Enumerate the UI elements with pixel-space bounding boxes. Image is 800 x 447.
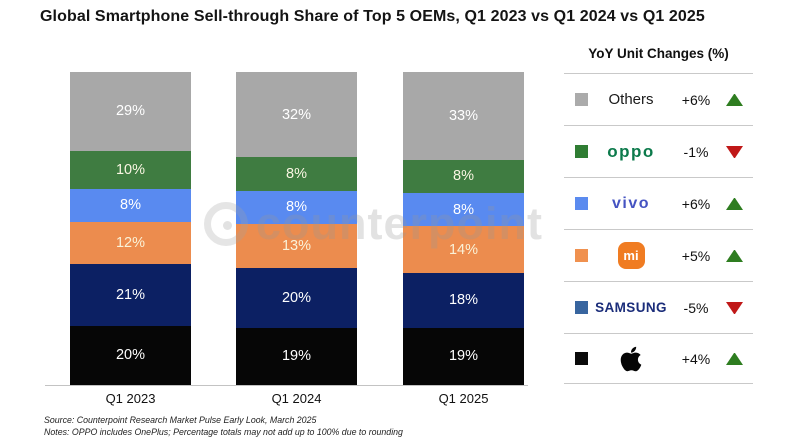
legend-header: YoY Unit Changes (%) xyxy=(588,46,729,61)
samsung-logo: SAMSUNG xyxy=(595,299,667,316)
segment-value-label: 14% xyxy=(448,241,479,258)
trend-up-icon xyxy=(726,93,743,106)
legend-row-others: Others +6% xyxy=(564,73,753,125)
chart-title: Global Smartphone Sell-through Share of … xyxy=(40,8,705,25)
bar-segment-others: 29% xyxy=(70,72,191,151)
x-axis-line xyxy=(45,385,528,386)
bar-segment-apple: 19% xyxy=(236,327,357,385)
x-axis-label: Q1 2023 xyxy=(105,391,156,406)
vivo-logo: vivo xyxy=(611,194,650,212)
bar-segment-xiaomi: 14% xyxy=(403,226,524,273)
trend-up-icon xyxy=(726,249,743,262)
others-label: Others xyxy=(608,91,654,108)
bar-segment-others: 33% xyxy=(403,72,524,160)
segment-value-label: 12% xyxy=(115,235,146,252)
bar-segment-samsung: 21% xyxy=(70,264,191,326)
segment-value-label: 13% xyxy=(281,238,312,255)
segment-value-label: 8% xyxy=(286,199,307,216)
bar-segment-vivo: 8% xyxy=(70,188,191,222)
segment-value-label: 19% xyxy=(448,348,479,365)
segment-value-label: 19% xyxy=(281,348,312,365)
stacked-bar-q1-2025: 33% 8% 8% 14% 18% 19% xyxy=(403,72,524,385)
segment-value-label: 8% xyxy=(286,166,307,183)
yoy-change-value: +6% xyxy=(681,195,711,212)
bar-segment-oppo: 8% xyxy=(236,157,357,191)
segment-value-label: 8% xyxy=(120,197,141,214)
source-note: Source: Counterpoint Research Market Pul… xyxy=(44,415,317,425)
trend-down-icon xyxy=(726,145,743,158)
segment-value-label: 8% xyxy=(453,201,474,218)
legend-row-samsung: SAMSUNG -5% xyxy=(564,281,753,333)
oppo-color-swatch xyxy=(575,145,588,158)
bar-segment-apple: 19% xyxy=(403,327,524,385)
x-axis-label: Q1 2025 xyxy=(438,391,489,406)
bar-segment-vivo: 8% xyxy=(236,190,357,225)
segment-value-label: 32% xyxy=(281,106,312,123)
rounding-note: Notes: OPPO includes OnePlus; Percentage… xyxy=(44,426,403,437)
yoy-change-value: -1% xyxy=(683,143,709,160)
segment-value-label: 8% xyxy=(453,168,474,185)
trend-up-icon xyxy=(726,352,743,365)
yoy-change-value: +4% xyxy=(681,350,711,367)
xiaomi-mi-logo: mi xyxy=(617,242,645,269)
stacked-bar-q1-2023: 29% 10% 8% 12% 21% 20% xyxy=(70,72,191,386)
vivo-color-swatch xyxy=(575,197,588,210)
bar-segment-vivo: 8% xyxy=(403,192,524,227)
stacked-bar-q1-2024: 32% 8% 8% 13% 20% 19% xyxy=(236,72,357,385)
bar-segment-xiaomi: 12% xyxy=(70,222,191,265)
bar-segment-others: 32% xyxy=(236,72,357,158)
oppo-logo: oppo xyxy=(607,141,655,161)
legend-row-vivo: vivo +6% xyxy=(564,177,753,229)
samsung-color-swatch xyxy=(575,301,588,314)
bar-segment-apple: 20% xyxy=(70,325,191,386)
segment-value-label: 33% xyxy=(448,107,479,124)
yoy-change-value: +5% xyxy=(681,247,711,264)
yoy-legend-panel: YoY Unit Changes (%) Others +6% oppo -1%… xyxy=(564,44,753,384)
legend-row-apple: +4% xyxy=(564,333,753,384)
segment-value-label: 20% xyxy=(281,290,312,307)
legend-row-oppo: oppo -1% xyxy=(564,125,753,177)
footnotes: Source: Counterpoint Research Market Pul… xyxy=(44,415,403,438)
others-color-swatch xyxy=(575,93,588,106)
x-axis-label: Q1 2024 xyxy=(271,391,322,406)
bar-segment-samsung: 18% xyxy=(403,272,524,328)
bar-segment-oppo: 8% xyxy=(403,159,524,193)
segment-value-label: 18% xyxy=(448,292,479,309)
bar-segment-xiaomi: 13% xyxy=(236,224,357,269)
apple-logo-icon xyxy=(620,346,642,371)
segment-value-label: 20% xyxy=(115,347,146,364)
bar-segment-oppo: 10% xyxy=(70,150,191,189)
xiaomi-color-swatch xyxy=(575,249,588,262)
bar-segment-samsung: 20% xyxy=(236,268,357,328)
apple-color-swatch xyxy=(575,352,588,365)
legend-row-xiaomi: mi +5% xyxy=(564,229,753,281)
yoy-change-value: +6% xyxy=(681,91,711,108)
segment-value-label: 10% xyxy=(115,161,146,178)
segment-value-label: 21% xyxy=(115,286,146,303)
yoy-change-value: -5% xyxy=(683,299,709,316)
trend-down-icon xyxy=(726,301,743,314)
segment-value-label: 29% xyxy=(115,103,146,120)
trend-up-icon xyxy=(726,197,743,210)
